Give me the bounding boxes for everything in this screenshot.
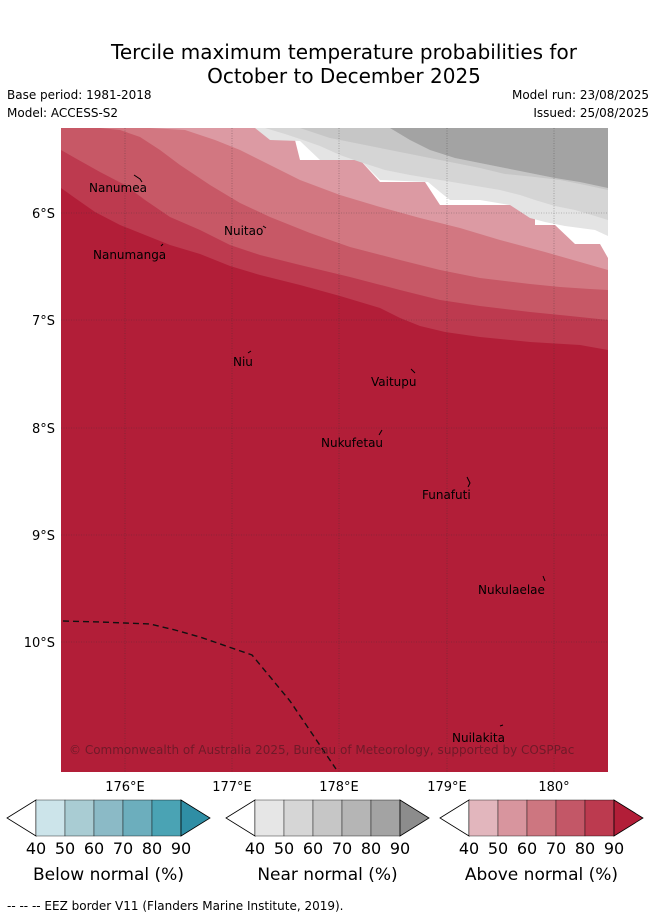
colorbar-extend-low bbox=[225, 799, 256, 837]
colorbar-swatch bbox=[122, 799, 153, 837]
place-label-vaitupu: Vaitupu bbox=[371, 375, 417, 389]
colorbar-swatch bbox=[468, 799, 499, 837]
colorbar-extend-high bbox=[399, 799, 430, 837]
island-nuilakita bbox=[499, 724, 504, 727]
colorbar-legends: 40 50 60 70 80 90 Below normal (%) 40 50 60 70 80 90… bbox=[6, 799, 644, 885]
island-nukulaelae bbox=[542, 575, 546, 582]
lon-label-179e: 179°E bbox=[427, 780, 467, 795]
lon-label-180: 180° bbox=[538, 780, 569, 795]
colorbar-tick-label: 50 bbox=[488, 839, 508, 858]
title-line-1: Tercile maximum temperature probabilitie… bbox=[111, 40, 577, 64]
colorbar-title: Above normal (%) bbox=[465, 865, 618, 885]
colorbar-swatch bbox=[555, 799, 586, 837]
colorbar-extend-high bbox=[180, 799, 211, 837]
place-label-nukufetau: Nukufetau bbox=[321, 436, 383, 450]
island-nuitao bbox=[262, 225, 267, 229]
colorbar-tick-label: 80 bbox=[361, 839, 381, 858]
colorbar-tick-label: 80 bbox=[575, 839, 595, 858]
place-label-nuilakita: Nuilakita bbox=[452, 731, 505, 745]
place-label-nanumanga: Nanumanga bbox=[93, 248, 166, 262]
island-niu bbox=[247, 350, 252, 354]
title-line-2: October to December 2025 bbox=[207, 64, 481, 88]
copyright-notice: © Commonwealth of Australia 2025, Bureau… bbox=[69, 743, 574, 757]
lat-label-10s: 10°S bbox=[24, 636, 55, 651]
graticule bbox=[61, 128, 608, 772]
issued-date: Issued: 25/08/2025 bbox=[533, 106, 649, 120]
island-nanumanga bbox=[160, 243, 164, 247]
colorbar-title: Below normal (%) bbox=[33, 865, 184, 885]
colorbar-tick-label: 40 bbox=[26, 839, 46, 858]
islands bbox=[133, 174, 546, 727]
eez-border bbox=[62, 620, 337, 770]
place-label-nanumea: Nanumea bbox=[89, 181, 147, 195]
colorbar-swatch bbox=[497, 799, 528, 837]
colorbar-extend-low bbox=[439, 799, 470, 837]
island-vaitupu bbox=[410, 368, 416, 374]
place-label-funafuti: Funafuti bbox=[422, 488, 471, 502]
colorbar-title: Near normal (%) bbox=[257, 865, 397, 885]
colorbar-tick-label: 60 bbox=[303, 839, 323, 858]
lat-label-7s: 7°S bbox=[32, 314, 55, 329]
colorbar-tick-label: 70 bbox=[113, 839, 133, 858]
colorbar-swatch bbox=[283, 799, 314, 837]
colorbar-swatch bbox=[526, 799, 557, 837]
lon-label-176e: 176°E bbox=[105, 780, 145, 795]
colorbar-tick-label: 70 bbox=[546, 839, 566, 858]
colorbar-tick-label: 80 bbox=[142, 839, 162, 858]
place-label-nukulaelae: Nukulaelae bbox=[478, 583, 545, 597]
colorbar-swatch bbox=[341, 799, 372, 837]
colorbar-swatch bbox=[151, 799, 182, 837]
colorbar-swatch bbox=[93, 799, 124, 837]
colorbar-swatch bbox=[584, 799, 615, 837]
island-funafuti bbox=[466, 476, 471, 488]
colorbar-swatch bbox=[254, 799, 285, 837]
lat-label-6s: 6°S bbox=[32, 207, 55, 222]
colorbar-extend-high bbox=[613, 799, 644, 837]
place-label-niu: Niu bbox=[233, 355, 253, 369]
colorbar-tick-label: 60 bbox=[517, 839, 537, 858]
island-nukufetau bbox=[378, 429, 383, 436]
model-run: Model run: 23/08/2025 bbox=[511, 88, 649, 102]
eez-footnote: -- -- -- EEZ border V11 (Flanders Marine… bbox=[7, 899, 344, 913]
colorbar-swatch bbox=[35, 799, 66, 837]
lat-label-8s: 8°S bbox=[32, 422, 55, 437]
colorbar-above: 40 50 60 70 80 90 Above normal (%) bbox=[439, 799, 644, 885]
colorbar-tick-label: 70 bbox=[332, 839, 352, 858]
chart-title: Tercile maximum temperature probabilitie… bbox=[0, 40, 655, 88]
colorbar-tick-label: 40 bbox=[459, 839, 479, 858]
colorbar-swatch bbox=[64, 799, 95, 837]
colorbar-tick-label: 40 bbox=[245, 839, 265, 858]
island-nanumea bbox=[133, 174, 143, 183]
colorbar-swatch bbox=[370, 799, 401, 837]
colorbar-tick-label: 50 bbox=[274, 839, 294, 858]
lat-label-9s: 9°S bbox=[32, 529, 55, 544]
probability-regions bbox=[61, 128, 608, 772]
place-label-nuitao: Nuitao bbox=[224, 224, 263, 238]
colorbar-tick-label: 90 bbox=[171, 839, 191, 858]
colorbar-tick-label: 90 bbox=[604, 839, 624, 858]
model-name: Model: ACCESS-S2 bbox=[7, 106, 119, 120]
lon-label-178e: 178°E bbox=[319, 780, 359, 795]
colorbar-extend-low bbox=[6, 799, 37, 837]
colorbar-near: 40 50 60 70 80 90 Near normal (%) bbox=[225, 799, 430, 885]
colorbar-swatch bbox=[312, 799, 343, 837]
colorbar-tick-label: 50 bbox=[55, 839, 75, 858]
lon-label-177e: 177°E bbox=[212, 780, 252, 795]
base-period: Base period: 1981-2018 bbox=[7, 88, 152, 102]
region-near-80 bbox=[390, 128, 608, 188]
colorbar-tick-label: 90 bbox=[390, 839, 410, 858]
colorbar-tick-label: 60 bbox=[84, 839, 104, 858]
colorbar-below: 40 50 60 70 80 90 Below normal (%) bbox=[6, 799, 211, 885]
